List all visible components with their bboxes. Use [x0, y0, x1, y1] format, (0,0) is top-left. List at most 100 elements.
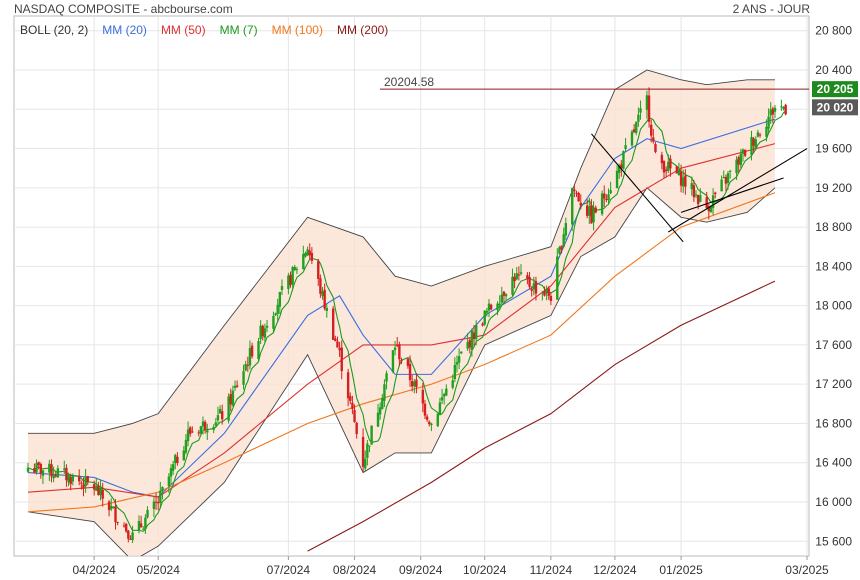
candle-body: [677, 169, 681, 175]
candle-body: [470, 330, 474, 350]
candle-body: [451, 380, 454, 388]
candle-body: [317, 261, 320, 279]
candle-body: [590, 205, 593, 224]
candle-body: [487, 303, 491, 311]
candle-body: [579, 202, 582, 206]
x-tick-label: 09/2024: [399, 563, 443, 577]
candle-body: [722, 177, 725, 179]
candle-body: [662, 160, 666, 173]
candle-body: [351, 402, 354, 410]
candle-body: [349, 396, 352, 401]
candle-body: [468, 340, 471, 348]
candle-body: [617, 165, 621, 173]
candle-body: [654, 144, 657, 152]
candle-body: [726, 173, 730, 183]
candle-body: [306, 249, 309, 256]
candle-body: [242, 371, 245, 385]
bollinger-bands: [27, 69, 776, 556]
candle-body: [445, 388, 448, 396]
candle-body: [203, 421, 207, 431]
candle-body: [664, 169, 668, 172]
candle-body: [752, 138, 755, 146]
candle-body: [594, 207, 597, 213]
candle-body: [310, 252, 314, 261]
candle-body: [466, 341, 469, 349]
candle-body: [227, 396, 230, 421]
candle-body: [769, 109, 772, 116]
candle-body: [498, 303, 501, 306]
candle-body: [556, 256, 559, 300]
candle-body: [274, 313, 277, 316]
candle-body: [139, 523, 143, 528]
x-tick-label: 04/2024: [72, 563, 116, 577]
candle-body: [413, 381, 416, 387]
candle-body: [543, 291, 546, 296]
x-tick-label: 11/2024: [530, 563, 573, 577]
candle-body: [398, 344, 401, 360]
candle-body: [161, 487, 164, 491]
bollinger-fill: [28, 70, 775, 556]
candle-body: [142, 528, 145, 530]
candle-body: [530, 288, 533, 291]
candle-body: [146, 509, 149, 518]
candle-body: [577, 192, 580, 202]
legend-item: MM (50): [161, 23, 206, 37]
candle-body: [517, 274, 521, 276]
candle-body: [261, 325, 264, 337]
candle-body: [423, 403, 427, 416]
candle-body: [571, 188, 574, 225]
candle-body: [679, 171, 683, 186]
price-badge: [812, 81, 858, 98]
legend-item: MM (200): [337, 23, 388, 37]
candle-body: [541, 292, 544, 294]
candle-body: [304, 252, 307, 257]
candle-body: [560, 245, 563, 250]
candle-body: [244, 364, 247, 371]
candle-body: [526, 275, 529, 280]
candle-body: [410, 381, 414, 387]
candle-body: [78, 476, 81, 482]
candlesticks: [26, 87, 787, 544]
candle-body: [293, 267, 296, 271]
candle-body: [558, 247, 561, 254]
candle-body: [156, 502, 160, 504]
candle-body: [110, 505, 113, 510]
x-tick-label: 08/2024: [333, 563, 377, 577]
candle-body: [112, 506, 115, 508]
candle-body: [276, 304, 279, 314]
candle-body: [154, 501, 158, 503]
candle-body: [705, 197, 708, 208]
candle-body: [603, 193, 606, 199]
candle-body: [690, 183, 693, 190]
price-badges: 20 205 20 020: [812, 81, 858, 116]
candle-body: [381, 398, 384, 409]
candle-body: [489, 304, 493, 310]
candle-body: [564, 223, 568, 236]
candle-body: [116, 522, 119, 524]
candle-body: [206, 430, 209, 433]
candle-body: [84, 476, 87, 487]
candle-body: [741, 149, 745, 154]
candle-body: [696, 194, 700, 205]
candle-body: [645, 95, 649, 110]
candle-body: [137, 521, 141, 532]
y-tick-label: 16 400: [815, 456, 852, 470]
candle-body: [605, 198, 608, 201]
candle-body: [278, 291, 282, 307]
candle-body: [340, 347, 343, 372]
candle-body: [442, 393, 446, 397]
candle-body: [660, 154, 664, 164]
x-tick-label: 03/2025: [785, 563, 829, 577]
candle-body: [48, 463, 51, 473]
y-tick-label: 19 200: [815, 181, 852, 195]
candle-body: [184, 439, 188, 453]
candle-body: [408, 364, 412, 381]
candle-body: [699, 195, 702, 202]
candle-body: [235, 385, 239, 387]
x-tick-label: 05/2024: [136, 563, 180, 577]
candle-body: [71, 476, 75, 482]
candle-body: [667, 161, 670, 171]
candle-body: [346, 372, 350, 399]
candle-body: [669, 158, 672, 169]
candle-body: [504, 294, 508, 297]
